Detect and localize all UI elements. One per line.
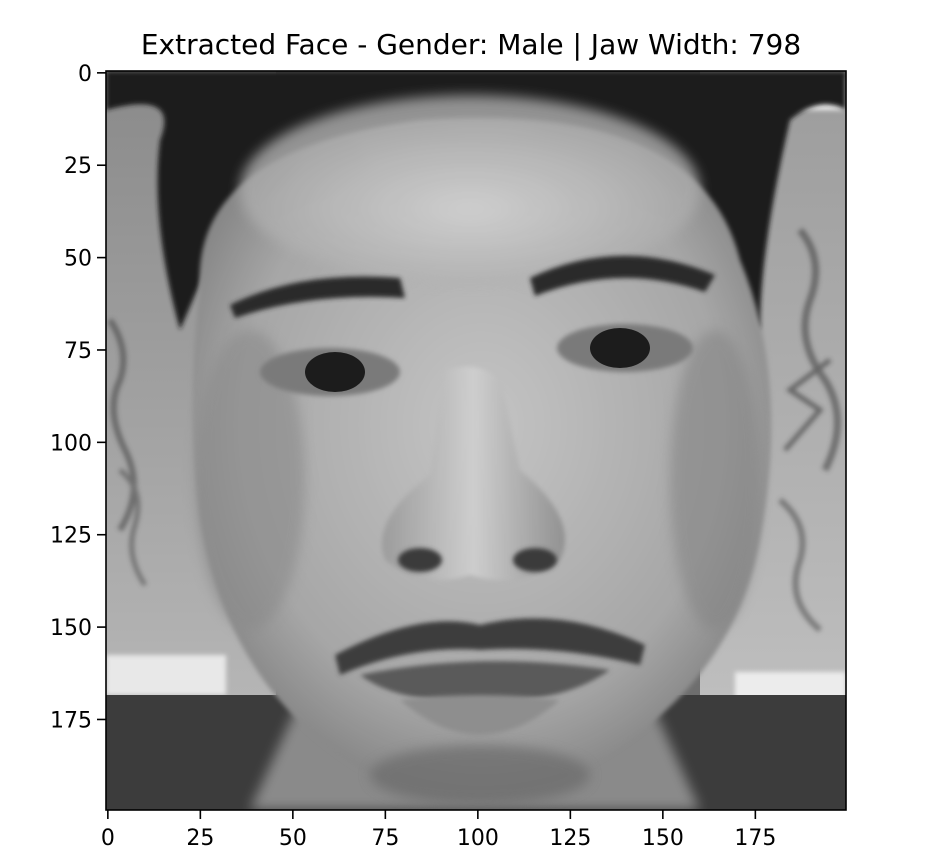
face-image [106, 71, 846, 810]
y-tick-label: 175 [50, 708, 92, 733]
y-tick-label: 100 [50, 431, 92, 456]
y-axis: 0 25 50 75 100 125 150 175 [50, 62, 106, 733]
y-tick-label: 75 [64, 339, 92, 364]
x-tick-label: 175 [734, 826, 776, 851]
y-tick-label: 0 [78, 62, 92, 87]
x-tick-label: 0 [101, 826, 115, 851]
x-tick-label: 50 [279, 826, 307, 851]
x-tick-label: 125 [549, 826, 591, 851]
y-tick-label: 125 [50, 524, 92, 549]
x-axis: 0 25 50 75 100 125 150 175 [101, 810, 776, 851]
x-tick-label: 150 [642, 826, 684, 851]
chart-title: Extracted Face - Gender: Male | Jaw Widt… [141, 28, 801, 61]
x-tick-label: 75 [371, 826, 399, 851]
y-tick-label: 150 [50, 616, 92, 641]
x-tick-label: 25 [186, 826, 214, 851]
y-tick-label: 25 [64, 154, 92, 179]
y-tick-label: 50 [64, 247, 92, 272]
axes-frame [105, 70, 847, 811]
x-tick-label: 100 [457, 826, 499, 851]
